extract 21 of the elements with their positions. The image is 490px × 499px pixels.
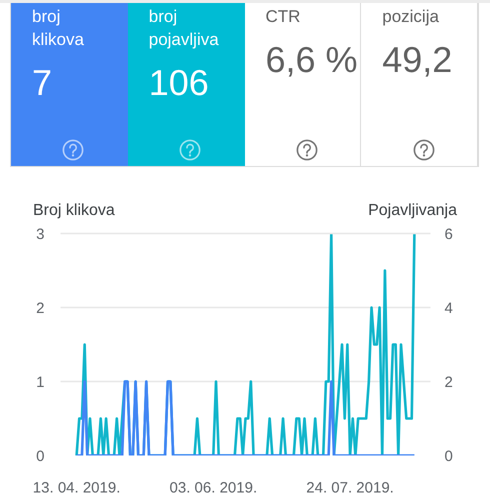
category-label: broj klikova xyxy=(32,6,85,51)
text: 7 xyxy=(32,62,52,103)
x-tick-label: 03. 06. 2019. xyxy=(170,480,258,496)
text: 106 xyxy=(148,62,209,103)
y2-axis-title: Pojavljivanja xyxy=(368,201,457,221)
x-tick-label: 13. 04. 2019. xyxy=(32,480,120,496)
y-tick-label: 1 xyxy=(36,374,44,391)
text: 49,2 xyxy=(382,39,452,80)
y2-tick-label: 4 xyxy=(444,300,453,317)
y-tick-label: 2 xyxy=(36,300,44,317)
y-tick-label: 0 xyxy=(36,448,44,465)
y2-tick-label: 6 xyxy=(444,226,453,243)
text: 6,6 % xyxy=(266,39,358,80)
y2-tick-label: 2 xyxy=(444,374,453,391)
x-tick-label: 24. 07. 2019. xyxy=(306,480,394,496)
category-label: pozicija xyxy=(382,6,440,28)
category-label: CTR xyxy=(266,6,302,28)
category-label: broj pojavljiva xyxy=(148,6,220,51)
y-axis-title: Broj klikova xyxy=(33,201,115,221)
y-tick-label: 3 xyxy=(36,226,44,243)
y2-tick-label: 0 xyxy=(444,448,453,465)
